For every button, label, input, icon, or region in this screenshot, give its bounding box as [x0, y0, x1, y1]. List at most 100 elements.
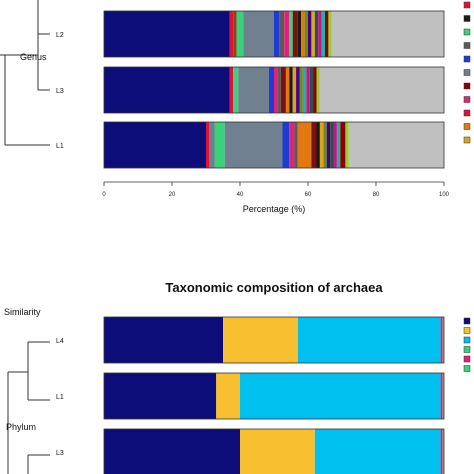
bar-segment: [238, 67, 269, 113]
genus-dendrogram: [0, 0, 50, 145]
legend-swatch: [464, 124, 470, 130]
archaea-dendrogram: [8, 342, 50, 474]
bar-segment: [233, 67, 238, 113]
archaea-chart: Taxonomic composition of archaea Similar…: [4, 280, 470, 474]
legend-swatch: [464, 29, 470, 35]
bar-segment: [104, 429, 240, 474]
legend-swatch: [464, 137, 470, 143]
bar-segment: [441, 317, 443, 363]
chart-title: Taxonomic composition of archaea: [165, 280, 383, 295]
bar-segment: [293, 67, 296, 113]
bar-segment: [230, 67, 233, 113]
bar-segment: [215, 122, 225, 168]
grouping-label-genus: Genus: [20, 52, 47, 62]
bar-segment: [308, 11, 311, 57]
legend-swatch: [464, 2, 470, 8]
legend-swatch: [464, 366, 470, 372]
bar-segment: [322, 11, 325, 57]
bar-segment: [328, 11, 331, 57]
legend-swatch: [464, 328, 470, 334]
legend-swatch: [464, 16, 470, 22]
bar-segment: [225, 122, 283, 168]
bar-segment: [315, 11, 318, 57]
x-tick-label: 40: [237, 192, 244, 198]
legend-swatch: [464, 347, 470, 353]
bar-segment: [310, 67, 313, 113]
genus-bars: [104, 11, 444, 168]
legend-swatch: [464, 97, 470, 103]
archaea-legend: [464, 318, 470, 372]
bar-segment: [441, 373, 443, 419]
legend-swatch: [464, 43, 470, 49]
bar-segment: [298, 317, 441, 363]
bar-segment: [303, 67, 306, 113]
bar-segment: [279, 11, 284, 57]
genus-category-labels: L2 L3 L1: [56, 32, 64, 150]
x-tick-label: 100: [439, 192, 450, 198]
bar-segment: [318, 11, 321, 57]
legend-swatch: [464, 70, 470, 76]
bar-segment: [325, 11, 328, 57]
x-tick-label: 60: [305, 192, 312, 198]
bar-segment: [441, 429, 443, 474]
bar-segment: [315, 429, 441, 474]
bar-segment: [313, 67, 316, 113]
bar-segment: [286, 67, 289, 113]
bar-segment: [332, 11, 444, 57]
bar-segment: [216, 373, 240, 419]
bar-segment: [233, 11, 236, 57]
bar-segment: [311, 122, 316, 168]
grouping-label-phylum: Phylum: [6, 422, 36, 432]
legend-swatch: [464, 56, 470, 62]
category-label: L3: [56, 88, 64, 95]
bar-segment: [317, 122, 320, 168]
category-label: L1: [56, 143, 64, 150]
bar-segment: [237, 11, 244, 57]
x-axis-label: Percentage (%): [243, 204, 306, 214]
bar-segment: [206, 122, 209, 168]
bar-segment: [209, 122, 214, 168]
bar-segment: [323, 122, 326, 168]
bar-segment: [345, 122, 348, 168]
bar-segment: [305, 11, 308, 57]
bar-segment: [277, 67, 280, 113]
grouping-label-similarity: Similarity: [4, 307, 41, 317]
legend-swatch: [464, 83, 470, 89]
category-label: L2: [56, 32, 64, 39]
bar-segment: [104, 122, 206, 168]
bar-segment: [294, 122, 297, 168]
archaea-bars: [104, 317, 444, 474]
bar-segment: [274, 67, 277, 113]
bar-segment: [104, 373, 216, 419]
bar-segment: [330, 122, 333, 168]
bar-segment: [327, 122, 330, 168]
bar-segment: [334, 122, 337, 168]
bar-segment: [230, 11, 233, 57]
bar-segment: [289, 11, 292, 57]
bar-segment: [289, 67, 292, 113]
category-label: L3: [56, 450, 64, 457]
bar-segment: [320, 67, 444, 113]
category-label: L1: [56, 394, 64, 401]
bar-segment: [349, 122, 444, 168]
category-label: L4: [56, 338, 64, 345]
bar-segment: [306, 67, 309, 113]
x-axis-ticks: 0 20 40 60 80 100: [102, 182, 449, 198]
bar-segment: [281, 67, 286, 113]
x-tick-label: 0: [102, 192, 106, 198]
bar-segment: [274, 11, 279, 57]
bar-segment: [243, 11, 274, 57]
bar-segment: [240, 373, 441, 419]
bar-segment: [298, 122, 312, 168]
bar-segment: [240, 429, 315, 474]
legend-swatch: [464, 337, 470, 343]
bar-segment: [283, 122, 290, 168]
bar-segment: [104, 11, 230, 57]
bar-segment: [340, 122, 345, 168]
bar-segment: [293, 11, 298, 57]
bar-segment: [269, 67, 274, 113]
bar-segment: [104, 67, 230, 113]
legend-swatch: [464, 318, 470, 324]
bar-segment: [223, 317, 298, 363]
